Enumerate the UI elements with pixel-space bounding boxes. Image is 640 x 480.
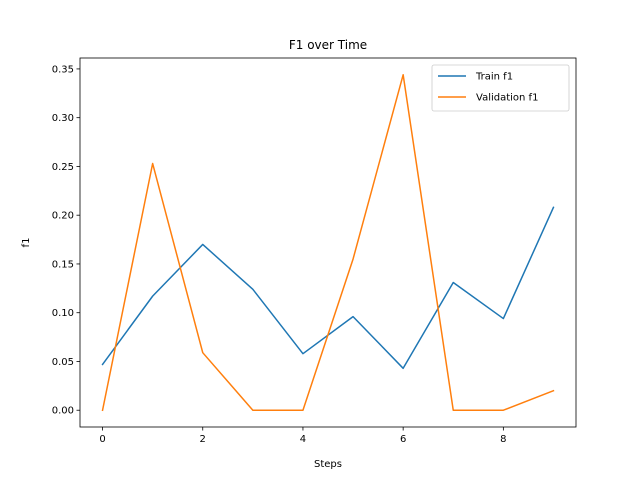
y-tick-label: 0.35: [52, 64, 74, 75]
y-tick-label: 0.25: [52, 162, 74, 173]
axes-frame: [79, 57, 577, 428]
plot-area: [101, 74, 555, 412]
x-tick-label: 4: [300, 434, 306, 445]
x-tick-label: 8: [500, 434, 506, 445]
x-tick-label: 2: [200, 434, 206, 445]
y-axis-label: f1: [21, 238, 32, 248]
y-tick-label: 0.00: [52, 406, 74, 417]
x-axis-label: Steps: [314, 459, 342, 470]
y-tick-label: 0.10: [52, 308, 74, 319]
chart-title: F1 over Time: [289, 38, 367, 52]
y-tick-label: 0.20: [52, 211, 74, 222]
y-tick-label: 0.30: [52, 113, 74, 124]
legend-label-2: Validation f1: [476, 93, 538, 104]
legend-label-1: Train f1: [475, 72, 513, 83]
x-tick-label: 0: [99, 434, 105, 445]
x-axis: 0 2 4 6 8: [99, 427, 507, 445]
legend: Train f1 Validation f1: [431, 64, 570, 112]
y-tick-label: 0.05: [52, 357, 74, 368]
legend-box: [431, 64, 570, 112]
y-tick-label: 0.15: [52, 259, 74, 270]
x-tick-label: 6: [400, 434, 406, 445]
y-axis: 0.00 0.05 0.10 0.15 0.20 0.25 0.30 0.35: [52, 64, 80, 417]
series-line-2: [101, 74, 555, 412]
